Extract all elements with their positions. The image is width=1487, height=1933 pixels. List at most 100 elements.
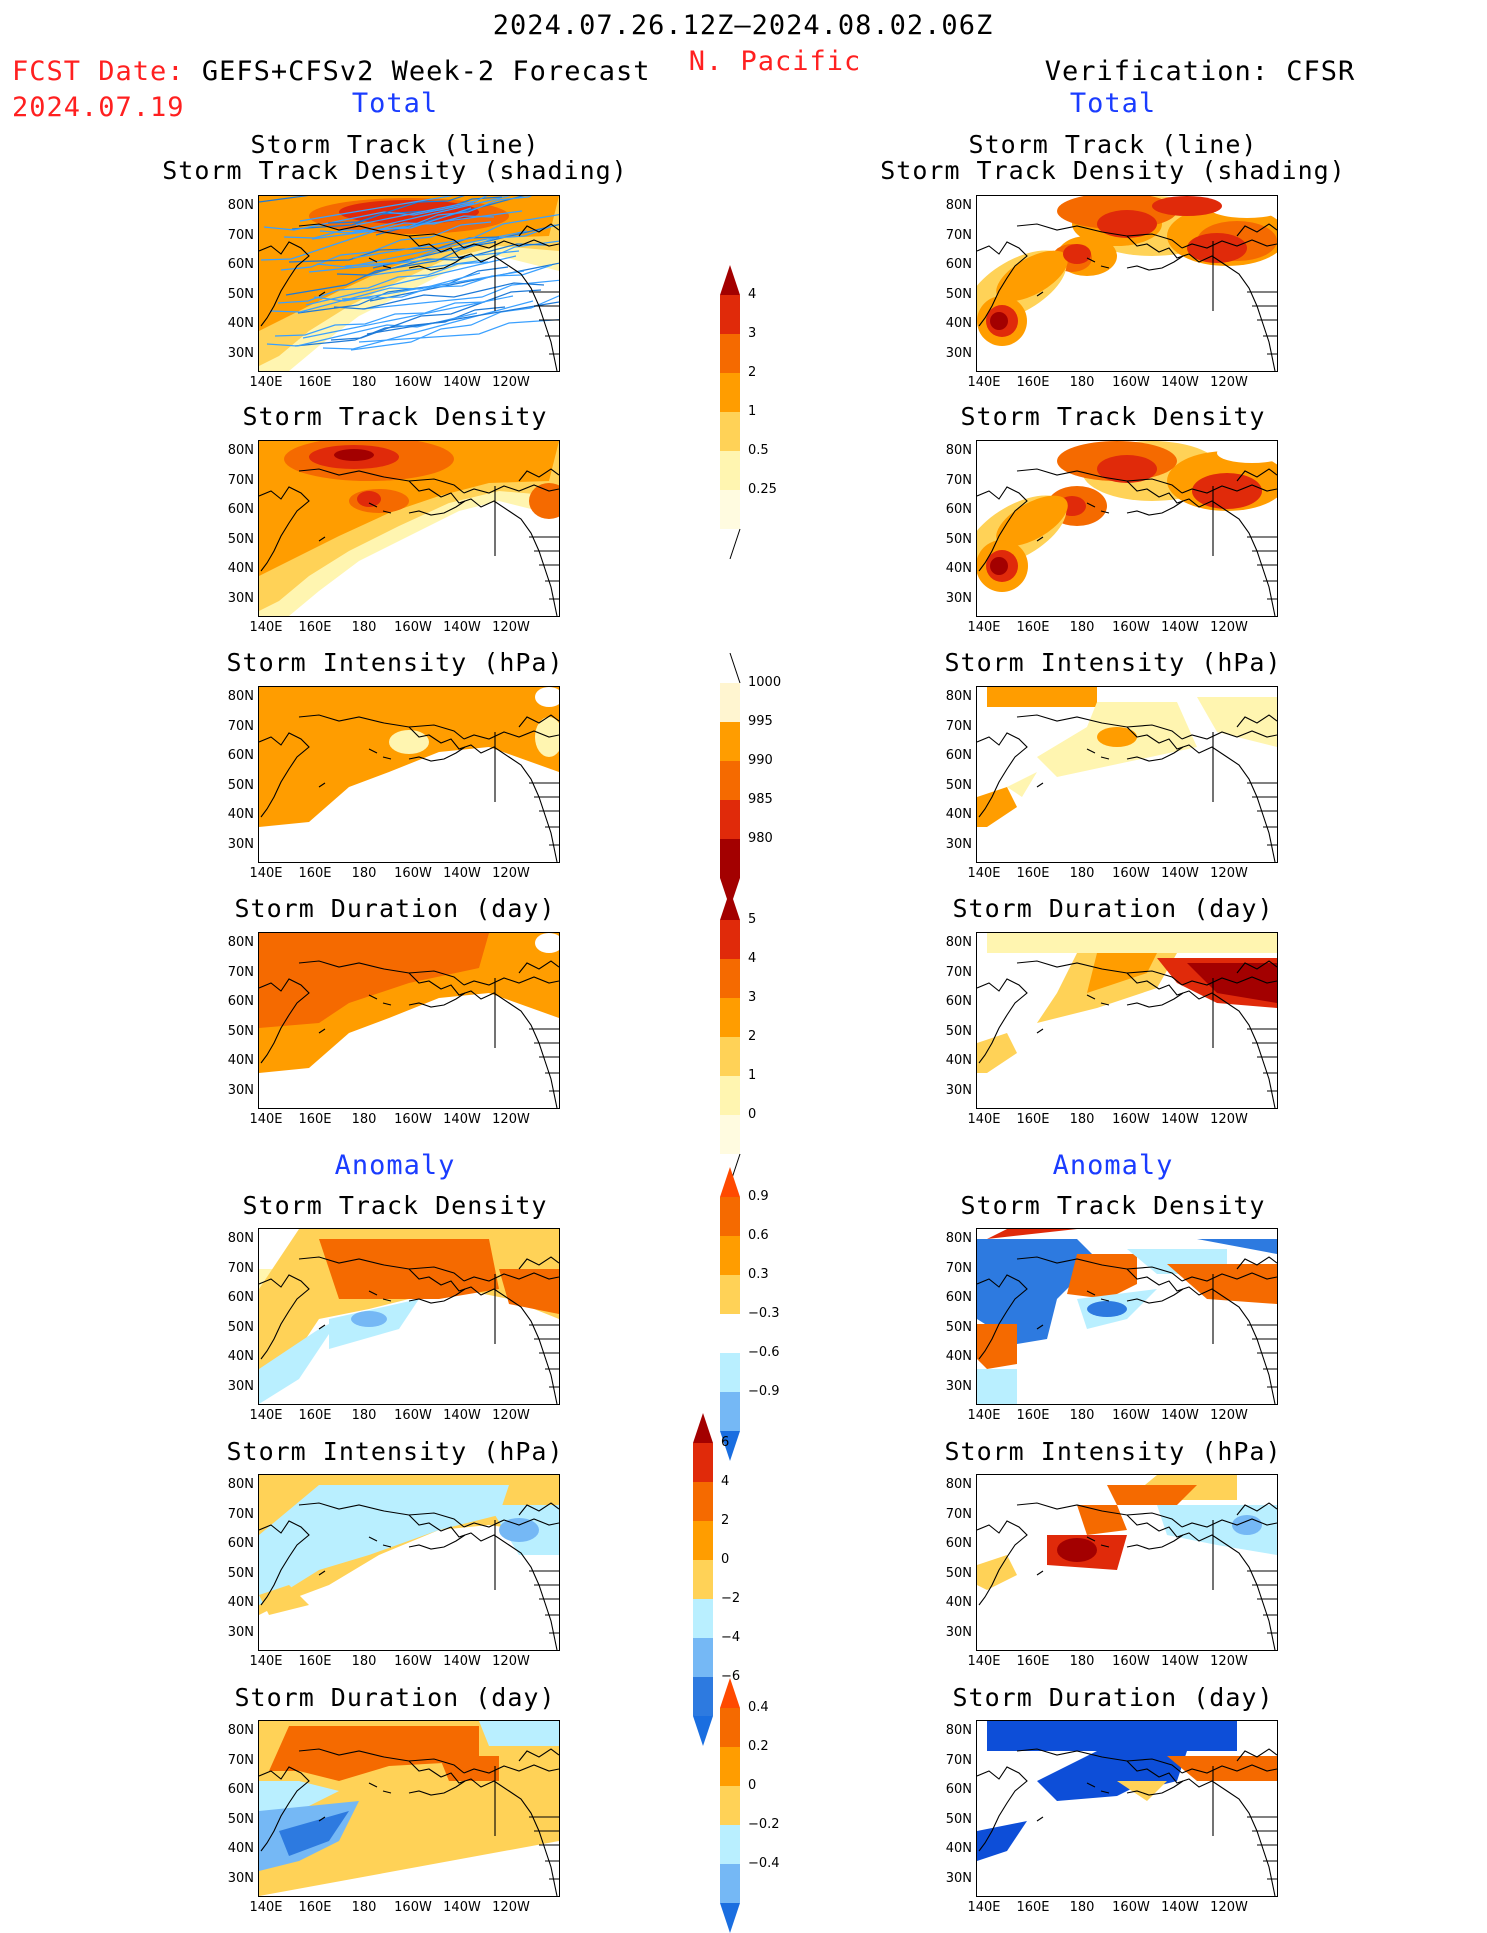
map-panel-r3-right (976, 686, 1278, 863)
y-tick-label: 70N (945, 227, 972, 243)
intensity-anomaly-colorbar (693, 1413, 713, 1746)
y-tick-label: 50N (945, 1811, 972, 1827)
duration-anomaly-colorbar-label: −0.4 (748, 1856, 780, 1871)
region-title: N. Pacific (688, 46, 862, 77)
x-tick-label: 120W (1210, 1654, 1248, 1669)
x-tick-label: 120W (492, 1112, 530, 1127)
coastline (1016, 1748, 1183, 1774)
x-tick-label: 140W (443, 620, 481, 635)
x-tick-label: 160W (394, 1654, 432, 1669)
x-tick-label: 160W (1112, 1112, 1150, 1127)
coastline (1247, 291, 1277, 355)
coastline (463, 1764, 559, 1774)
coastline (1016, 960, 1183, 986)
panel-title-density-right: Storm Track Density (960, 402, 1266, 431)
y-tick-label: 80N (945, 935, 972, 950)
coastline (518, 468, 559, 482)
y-tick-label: 30N (227, 836, 254, 852)
y-tick-label: 50N (227, 1565, 254, 1581)
left-anomaly-heading: Anomaly (334, 1150, 456, 1181)
y-tick-label: 60N (227, 1782, 254, 1797)
coastline (529, 1570, 559, 1634)
coastline (408, 1288, 466, 1304)
y-tick-label: 60N (227, 748, 254, 763)
y-tick-label: 40N (945, 1053, 972, 1068)
coastline (1247, 1324, 1277, 1388)
coastline (977, 978, 1028, 1064)
coastline (298, 468, 465, 494)
coastline (1181, 1272, 1277, 1282)
density-anomaly-colorbar-label: −0.6 (748, 1345, 780, 1360)
y-tick-label: 80N (945, 443, 972, 458)
x-tick-label: 180 (1069, 1112, 1095, 1127)
x-tick-label: 140E (967, 1654, 1001, 1669)
x-tick-label: 160E (1016, 866, 1050, 881)
y-tick-label: 70N (945, 964, 972, 980)
coastline (977, 732, 1028, 818)
duration-colorbar (720, 890, 741, 1184)
coastline (1126, 1780, 1184, 1796)
coastline (259, 1274, 310, 1360)
y-tick-label: 40N (945, 561, 972, 576)
coastline (1126, 235, 1276, 371)
coastline (1181, 730, 1277, 740)
coastline (259, 732, 310, 818)
density-colorbar-label: 0.5 (748, 443, 769, 458)
x-tick-label: 160W (1112, 1900, 1150, 1915)
coastline (518, 223, 559, 237)
coastline (408, 1534, 466, 1550)
time-range-title: 2024.07.26.12Z–2024.08.02.06Z (492, 10, 994, 41)
y-tick-label: 30N (945, 1870, 972, 1886)
panel-title-track-line-right: Storm Track (line) (968, 130, 1258, 159)
x-tick-label: 140W (1161, 620, 1199, 635)
right-anomaly-heading: Anomaly (1052, 1150, 1174, 1181)
density-anomaly-colorbar-label: 0.6 (748, 1228, 769, 1243)
x-tick-label: 140E (967, 375, 1001, 390)
x-tick-label: 120W (492, 1408, 530, 1423)
map-shading (977, 687, 1277, 862)
x-tick-label: 180 (1069, 1900, 1095, 1915)
y-tick-label: 70N (945, 1260, 972, 1276)
coastline (1126, 1534, 1184, 1550)
coastline (977, 1766, 1028, 1852)
x-tick-label: 160W (394, 1408, 432, 1423)
intensity-colorbar-label: 980 (748, 831, 773, 846)
density-colorbar-label: 4 (748, 287, 757, 302)
panel-title-intensity-right: Storm Intensity (hPa) (944, 648, 1282, 677)
coastline (1036, 257, 1110, 297)
y-tick-label: 50N (227, 777, 254, 793)
density-colorbar-label: 1 (748, 404, 757, 419)
x-tick-label: 160E (1016, 1654, 1050, 1669)
verification-label: Verification: CFSR (1044, 56, 1356, 87)
coastline (1236, 714, 1277, 728)
y-tick-label: 40N (227, 561, 254, 576)
map-shading (259, 441, 559, 616)
x-tick-label: 140E (249, 1112, 283, 1127)
intensity-anomaly-colorbar-label: −2 (721, 1591, 741, 1606)
density-colorbar (720, 265, 741, 559)
y-tick-label: 60N (945, 257, 972, 272)
x-tick-label: 180 (351, 1112, 377, 1127)
intensity-colorbar-label: 1000 (748, 675, 782, 690)
panel-title-density-left: Storm Track Density (242, 402, 548, 431)
coastline (463, 730, 559, 740)
panel-title-track-density-shading-right: Storm Track Density (shading) (880, 156, 1346, 185)
y-tick-label: 50N (945, 531, 972, 547)
y-tick-label: 50N (945, 1319, 972, 1335)
panel-title-duration-left: Storm Duration (day) (234, 894, 556, 923)
x-tick-label: 120W (1210, 620, 1248, 635)
x-tick-label: 140W (1161, 1112, 1199, 1127)
map-shading (259, 687, 559, 862)
panel-title-intensity-anom-left: Storm Intensity (hPa) (226, 1437, 564, 1466)
y-tick-label: 50N (227, 531, 254, 547)
x-tick-label: 160E (298, 620, 332, 635)
x-tick-label: 160E (298, 1654, 332, 1669)
right-total-heading: Total (1069, 88, 1157, 119)
density-anomaly-colorbar-label: 0.9 (748, 1189, 769, 1204)
coastline (408, 480, 558, 616)
map-panel-r3-left (258, 686, 560, 863)
coastline (318, 748, 392, 788)
coastline (1126, 255, 1184, 271)
x-tick-label: 120W (492, 866, 530, 881)
coastline (529, 536, 559, 600)
